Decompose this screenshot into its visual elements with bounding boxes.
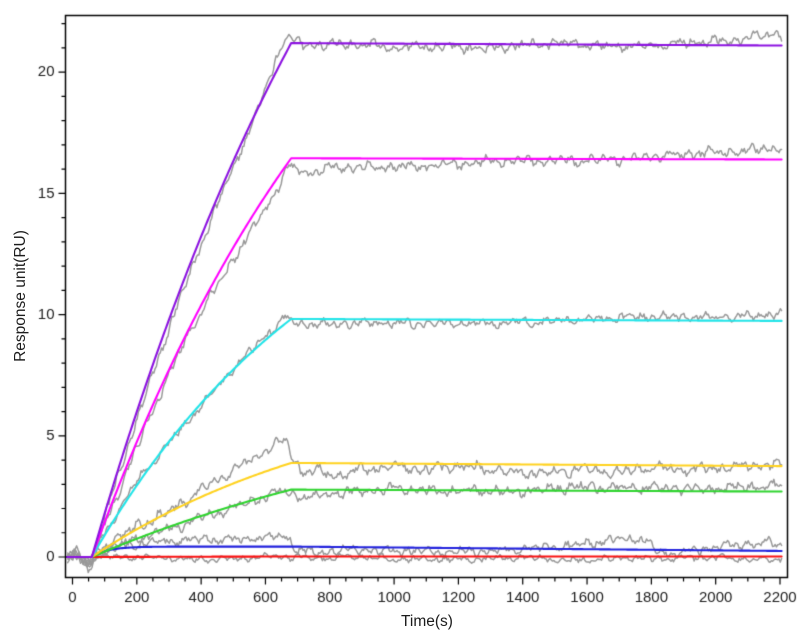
- y-axis-title: Response unit(RU): [12, 230, 29, 362]
- x-axis-title: Time(s): [401, 613, 453, 630]
